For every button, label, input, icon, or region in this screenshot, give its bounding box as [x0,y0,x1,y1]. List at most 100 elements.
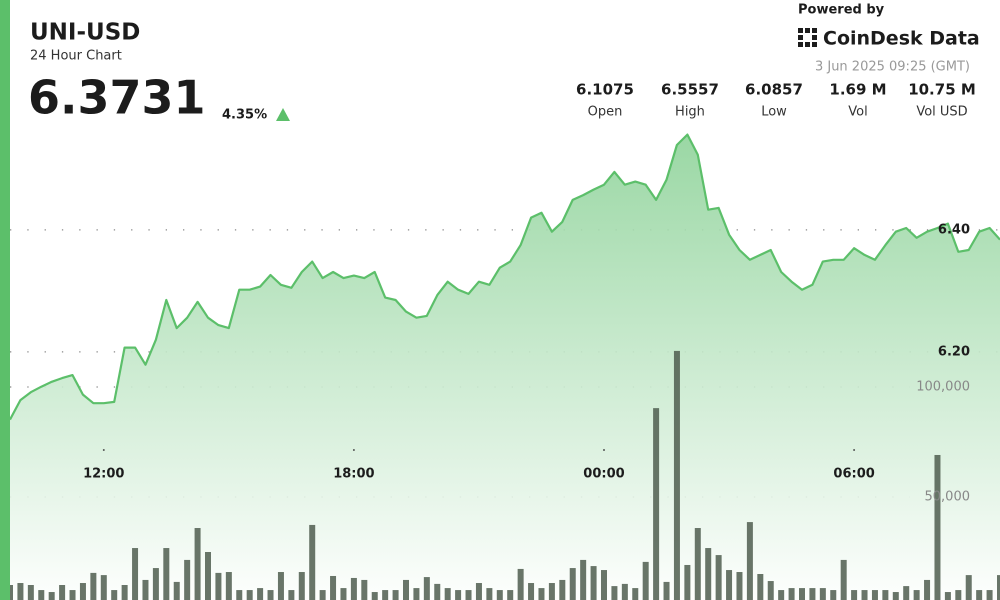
volume-bar [455,590,462,600]
volume-bar [90,572,97,600]
volume-bar [132,548,139,600]
volume-bar [861,590,868,600]
stat-value: 6.1075 [576,81,634,99]
volume-bar [976,590,983,600]
stat-value: 6.5557 [661,81,719,99]
stat-value: 6.0857 [745,81,803,99]
brand: CoinDesk Data [823,28,980,50]
volume-bar [392,590,399,600]
x-tick-label: 18:00 [333,467,374,482]
volume-bar [601,570,607,600]
volume-bar [194,528,201,600]
price: 6.3731 [28,71,206,125]
volume-bar [142,579,149,600]
volume-bar [10,585,13,600]
logo-icon [798,28,817,47]
volume-bar [559,579,566,600]
volume-bar [694,528,701,600]
change: 4.35% [222,108,267,123]
volume-bar [924,579,931,600]
volume-bar [496,590,503,600]
volume-bar [830,590,837,600]
volume-bar [934,454,941,600]
volume-bar [434,583,441,600]
volume-bar [882,590,889,600]
volume-bar [163,548,170,600]
volume-bar [580,559,587,600]
volume-bar [423,577,430,600]
volume-bar [340,588,347,600]
volume-bar [152,568,159,600]
volume-bar [111,590,118,600]
volume-bar [705,548,712,600]
volume-bar [819,588,826,600]
volume-bar [225,572,232,600]
volume-bar [371,592,378,600]
volume-bar [621,583,628,600]
overlay: UNI-USD 24 Hour Chart 6.3731 4.35% Power… [28,3,980,505]
x-tick [603,449,605,451]
volume-bar [986,590,993,600]
volume-bar [382,590,389,600]
y-tick-label: 6.40 [938,222,970,237]
volume-bar [59,585,66,600]
y-tick-label: 6.20 [938,344,970,359]
volume-bar [267,590,274,600]
volume-bar [809,588,816,600]
volume-bar [27,585,34,600]
volume-bar [309,524,316,600]
volume-bar [298,572,305,600]
volume-bar [361,579,368,600]
stat-label: Open [588,105,623,120]
x-tick [853,449,856,451]
volume-bar [590,566,597,600]
title: UNI-USD [30,20,140,46]
volume-bar [507,590,514,600]
volume-bar [205,552,211,600]
volume-bar [548,583,555,600]
volume-bar [517,568,524,600]
volume-bar [726,570,733,600]
volume-bar [246,590,253,600]
x-tick-label: 12:00 [83,467,124,482]
volume-bar [840,559,847,600]
x-tick-label: 06:00 [833,467,874,482]
plot-area [10,133,1000,600]
volume-bar [486,588,493,600]
volume-bar [38,590,45,600]
stat-value: 1.69 M [829,81,886,99]
stat-value: 10.75 M [908,81,976,99]
up-arrow [276,108,290,121]
volume-bar [892,592,899,600]
volume-bar [100,575,107,600]
accent-strip [0,0,10,600]
volume-bar [642,561,649,600]
volume-bar [413,588,420,600]
volume-bar [79,583,86,600]
volume-bar [799,588,805,600]
volume-bar [903,586,910,600]
volume-bar [403,579,409,600]
volume-bar [851,590,858,600]
x-tick-label: 00:00 [583,467,624,482]
volume-bar [121,585,128,600]
volume-bar [611,586,618,600]
volume-bar [632,588,639,600]
x-tick [352,449,355,451]
volume-bar [184,559,191,600]
volume-bar [569,568,576,600]
stat-label: Low [761,105,787,120]
volume-bar [767,581,774,600]
volume-bar [17,583,24,600]
stat-label: High [675,105,705,120]
y2-tick-label: 50,000 [925,490,971,505]
volume-bar [913,590,920,600]
volume-bar [653,408,660,600]
subtitle: 24 Hour Chart [30,49,122,64]
volume-bar [475,583,482,600]
volume-bar [788,588,795,600]
volume-bar [965,575,972,600]
stat-label: Vol USD [916,105,967,120]
volume-bar [236,590,243,600]
volume-bar [257,588,264,600]
